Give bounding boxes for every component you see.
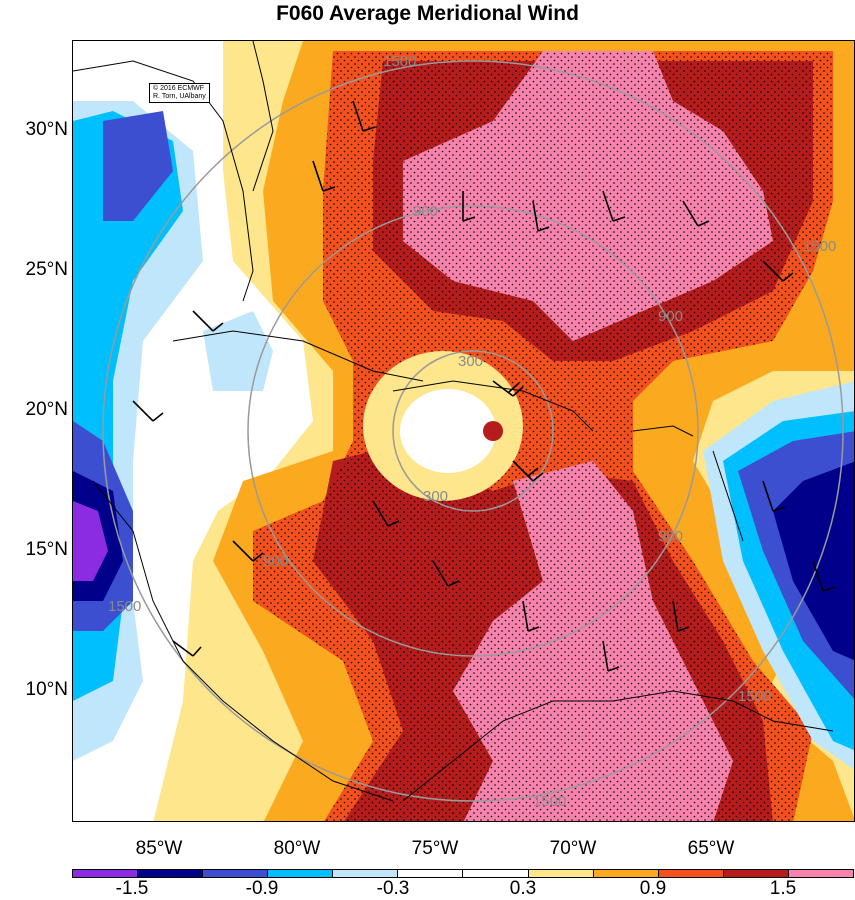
wind-barb <box>462 191 476 222</box>
wind-barb <box>812 560 836 592</box>
wind-barb <box>132 400 164 422</box>
hispaniola-coast <box>392 380 594 432</box>
ring-label: 300 <box>423 488 448 505</box>
lon-label-75w: 75°W <box>411 838 459 859</box>
lon-label-70w: 70°W <box>549 838 597 859</box>
lat-label-20n: 20°N <box>25 399 68 420</box>
wind-barb <box>192 310 224 332</box>
contour-neg-extreme-west <box>73 501 108 581</box>
colorbar-label: -0.3 <box>376 878 410 899</box>
range-ring-900 <box>247 205 699 657</box>
credit-box: © 2016 ECMWF R. Torn, UAlbany <box>149 83 210 103</box>
wind-barb <box>492 380 524 397</box>
wind-barb <box>602 640 620 672</box>
ring-label: 1500 <box>108 598 141 615</box>
lon-label-80w: 80°W <box>273 838 321 859</box>
meridional-wind-field: 1500 900 300 300 900 1500 900 1500 900 1… <box>73 41 854 821</box>
core-eyewall <box>483 421 503 441</box>
ring-label: 900 <box>658 308 683 325</box>
lesser-antilles <box>712 450 744 542</box>
ring-label: 900 <box>263 553 288 570</box>
wind-barb <box>672 600 690 632</box>
wind-barb <box>512 460 544 482</box>
lon-label-85w: 85°W <box>135 838 183 859</box>
significance-stipple <box>253 51 833 821</box>
colorbar-label: -0.9 <box>245 878 279 899</box>
lat-label-10n: 10°N <box>25 679 68 700</box>
contour-neg-medium-west <box>103 111 173 221</box>
ring-label: 1500 <box>738 688 771 705</box>
colorbar-swatch <box>528 870 594 877</box>
ring-label: 1500 <box>803 238 836 255</box>
wind-barb <box>522 600 540 632</box>
wind-barb <box>762 260 794 282</box>
ring-label: 900 <box>413 203 438 220</box>
ring-label: 1500 <box>533 793 566 810</box>
wind-barb <box>682 200 710 227</box>
colorbar-label: -1.5 <box>115 878 149 899</box>
wind-barbs <box>132 100 836 672</box>
colorbar-swatch <box>463 870 529 877</box>
colorbar-swatch <box>138 870 204 877</box>
south-america-coast <box>402 690 834 802</box>
map-panel: 1500 900 300 300 900 1500 900 1500 900 1… <box>72 40 855 822</box>
colorbar-label: 0.3 <box>509 878 537 899</box>
wind-barb <box>372 500 400 527</box>
colorbar-swatch <box>203 870 269 877</box>
wind-barb <box>312 160 336 192</box>
wind-barb <box>172 640 202 657</box>
colorbar-swatch <box>723 870 789 877</box>
wind-barb <box>232 540 264 562</box>
wind-barb <box>352 100 376 132</box>
colorbar-swatch <box>658 870 724 877</box>
range-ring-labels: 1500 900 300 300 900 1500 900 1500 900 1… <box>108 53 836 810</box>
core-white <box>400 389 496 473</box>
colorbar-swatch <box>333 870 399 877</box>
ring-label: 300 <box>458 353 483 370</box>
credit-line-2: R. Torn, UAlbany <box>153 93 206 100</box>
colorbar-label: 1.5 <box>769 878 797 899</box>
range-ring-300 <box>392 350 554 512</box>
colorbar-swatch <box>268 870 334 877</box>
range-rings <box>102 60 844 802</box>
us-east-coast <box>252 41 274 192</box>
ring-label: 1500 <box>383 53 416 70</box>
coastlines <box>73 41 834 802</box>
colorbar-label: 0.9 <box>639 878 667 899</box>
wind-barb <box>762 480 786 512</box>
colorbar <box>72 869 854 878</box>
wind-barb <box>432 560 460 587</box>
range-ring-1500 <box>102 60 844 802</box>
ring-label: 900 <box>658 528 683 545</box>
lat-label-30n: 30°N <box>25 119 68 140</box>
colorbar-swatch <box>398 870 464 877</box>
lat-label-15n: 15°N <box>25 539 68 560</box>
florida-coast <box>73 60 254 302</box>
wind-barb <box>532 200 550 232</box>
lon-label-65w: 65°W <box>687 838 735 859</box>
puerto-rico-coast <box>632 425 694 437</box>
lat-label-25n: 25°N <box>25 259 68 280</box>
colorbar-swatch <box>73 870 139 877</box>
cuba-coast <box>172 330 424 382</box>
colorbar-swatch <box>788 870 853 877</box>
map-title: F060 Average Meridional Wind <box>276 2 579 25</box>
credit-line-1: © 2016 ECMWF <box>153 85 205 92</box>
central-america-coast <box>92 480 394 802</box>
colorbar-swatch <box>593 870 659 877</box>
wind-barb <box>602 190 626 222</box>
